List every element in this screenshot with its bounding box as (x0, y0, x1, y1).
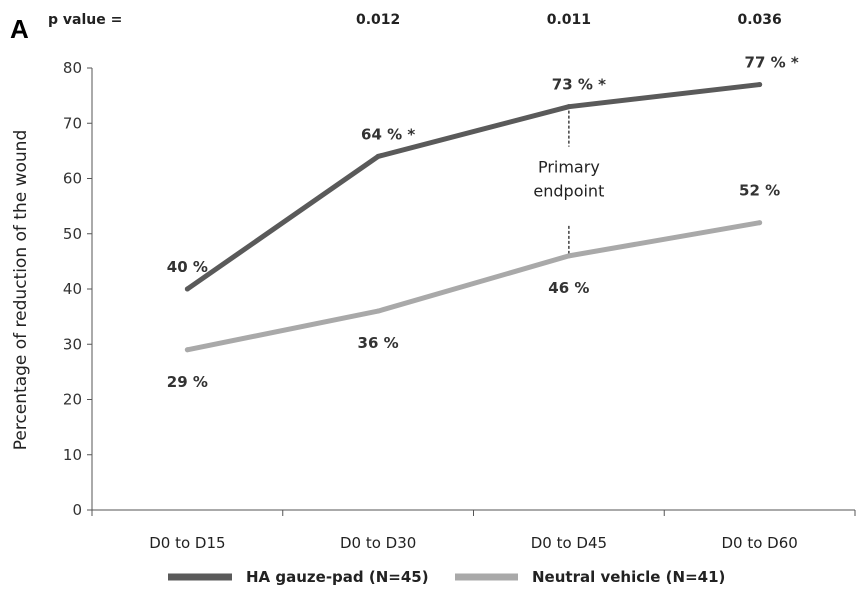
x-ticks: D0 to D15 D0 to D30 D0 to D45 D0 to D60 (91, 510, 856, 552)
series-line-ha-gauze-pad (184, 82, 763, 292)
primary-endpoint-label-line-1: Primary (538, 158, 600, 177)
panel-label: A (10, 14, 29, 44)
data-label-neutral-vehicle: 52 % (739, 182, 780, 200)
pvalue: 0.011 (547, 12, 591, 28)
y-tick-label: 0 (72, 501, 82, 519)
data-label-ha-gauze-pad: 64 % * (361, 125, 415, 143)
data-point-ha-gauze-pad (184, 286, 190, 292)
series-line-neutral-vehicle (184, 220, 763, 353)
data-label-neutral-vehicle: 46 % (548, 279, 589, 297)
primary-endpoint-label-line-2: endpoint (533, 182, 604, 201)
data-label-ha-gauze-pad: 40 % (167, 258, 208, 276)
data-point-neutral-vehicle (184, 347, 190, 353)
y-tick-label: 80 (63, 59, 82, 77)
data-point-neutral-vehicle (757, 220, 763, 226)
data-label-ha-gauze-pad: 77 % * (745, 54, 799, 72)
data-point-neutral-vehicle (566, 253, 572, 259)
data-label-neutral-vehicle: 36 % (358, 334, 399, 352)
data-label-neutral-vehicle: 29 % (167, 373, 208, 391)
data-point-neutral-vehicle (375, 308, 381, 314)
x-tick-label: D0 to D30 (340, 534, 416, 552)
y-tick-label: 70 (63, 114, 82, 132)
y-tick-label: 60 (63, 170, 82, 188)
axes (91, 68, 855, 511)
x-tick-label: D0 to D60 (721, 534, 797, 552)
data-point-ha-gauze-pad (375, 153, 381, 159)
data-labels: 40 % 64 % * 73 % * 77 % * 29 % 36 % 46 % 52 % (167, 54, 799, 391)
y-tick-label: 10 (63, 446, 82, 464)
pvalue-row: 0.012 0.011 0.036 (356, 12, 782, 28)
data-point-ha-gauze-pad (566, 104, 572, 110)
y-ticks: 0 10 20 30 40 50 60 70 80 (63, 59, 92, 519)
series-group (184, 82, 763, 353)
y-axis-label: Percentage of reduction of the wound (11, 130, 31, 451)
pvalue: 0.012 (356, 12, 400, 28)
legend-label-neutral-vehicle: Neutral vehicle (N=41) (532, 568, 725, 586)
legend-label-ha-gauze-pad: HA gauze-pad (N=45) (246, 568, 429, 586)
primary-endpoint-annotation: Primary endpoint (533, 110, 604, 254)
x-tick-label: D0 to D45 (531, 534, 607, 552)
data-point-ha-gauze-pad (757, 82, 763, 88)
y-tick-label: 50 (63, 225, 82, 243)
y-tick-label: 20 (63, 391, 82, 409)
y-tick-label: 30 (63, 335, 82, 353)
data-label-ha-gauze-pad: 73 % * (552, 76, 606, 94)
y-tick-label: 40 (63, 280, 82, 298)
pvalue: 0.036 (737, 12, 781, 28)
x-tick-label: D0 to D15 (149, 534, 225, 552)
pvalue-row-label: p value = (48, 12, 122, 28)
legend: HA gauze-pad (N=45) Neutral vehicle (N=4… (168, 568, 725, 586)
